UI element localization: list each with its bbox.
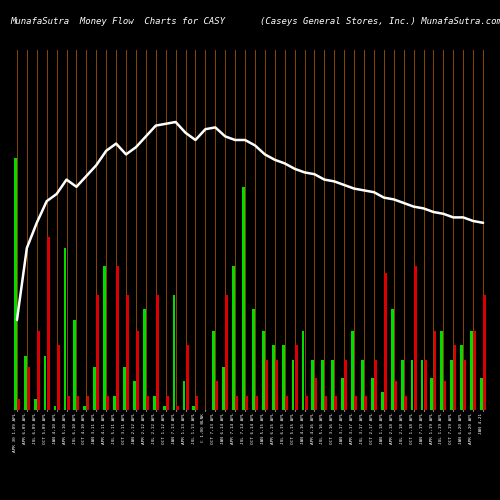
Bar (216, 381, 218, 410)
Text: MunafaSutra  Money Flow  Charts for CASY: MunafaSutra Money Flow Charts for CASY (10, 18, 225, 26)
Bar (156, 295, 159, 410)
Bar (275, 360, 278, 410)
Bar (464, 360, 466, 410)
Bar (420, 360, 424, 410)
Bar (143, 309, 146, 410)
Bar (96, 295, 100, 410)
Bar (400, 360, 404, 410)
Bar (344, 360, 347, 410)
Bar (66, 396, 70, 410)
Bar (34, 399, 36, 410)
Bar (304, 396, 308, 410)
Bar (434, 331, 436, 410)
Bar (292, 360, 294, 410)
Bar (222, 367, 225, 410)
Bar (113, 396, 116, 410)
Bar (84, 406, 86, 410)
Bar (14, 158, 16, 410)
Bar (126, 295, 129, 410)
Bar (182, 381, 186, 410)
Bar (430, 378, 434, 410)
Bar (76, 396, 80, 410)
Bar (94, 367, 96, 410)
Bar (460, 345, 463, 410)
Bar (341, 378, 344, 410)
Bar (381, 392, 384, 410)
Bar (106, 396, 109, 410)
Bar (364, 396, 367, 410)
Bar (484, 295, 486, 410)
Bar (176, 406, 178, 410)
Bar (172, 295, 176, 410)
Bar (136, 331, 139, 410)
Bar (242, 187, 245, 410)
Bar (146, 396, 149, 410)
Bar (354, 396, 357, 410)
Bar (391, 309, 394, 410)
Bar (295, 345, 298, 410)
Bar (374, 360, 377, 410)
Text: (Caseys General Stores, Inc.) MunafaSutra.com: (Caseys General Stores, Inc.) MunafaSutr… (260, 18, 500, 26)
Bar (133, 381, 136, 410)
Bar (166, 396, 168, 410)
Bar (332, 360, 334, 410)
Bar (245, 396, 248, 410)
Bar (232, 266, 235, 410)
Bar (404, 396, 406, 410)
Bar (371, 378, 374, 410)
Bar (450, 360, 453, 410)
Bar (324, 396, 328, 410)
Bar (186, 345, 188, 410)
Bar (212, 331, 215, 410)
Bar (314, 378, 318, 410)
Bar (312, 360, 314, 410)
Bar (64, 248, 66, 410)
Bar (236, 396, 238, 410)
Bar (74, 320, 76, 410)
Bar (302, 331, 304, 410)
Bar (54, 406, 56, 410)
Bar (153, 396, 156, 410)
Bar (394, 381, 397, 410)
Bar (116, 266, 119, 410)
Bar (162, 406, 166, 410)
Bar (196, 396, 198, 410)
Bar (282, 345, 284, 410)
Bar (322, 360, 324, 410)
Bar (410, 360, 414, 410)
Bar (226, 295, 228, 410)
Bar (334, 396, 338, 410)
Bar (272, 345, 274, 410)
Bar (454, 345, 456, 410)
Bar (440, 331, 443, 410)
Bar (444, 381, 446, 410)
Bar (123, 367, 126, 410)
Bar (262, 331, 264, 410)
Bar (57, 345, 59, 410)
Bar (384, 273, 387, 410)
Bar (474, 331, 476, 410)
Bar (470, 331, 473, 410)
Bar (361, 360, 364, 410)
Bar (27, 367, 30, 410)
Bar (24, 356, 26, 410)
Bar (17, 399, 20, 410)
Bar (44, 356, 46, 410)
Bar (265, 360, 268, 410)
Bar (414, 266, 416, 410)
Bar (351, 331, 354, 410)
Bar (37, 331, 40, 410)
Bar (480, 378, 483, 410)
Bar (424, 360, 426, 410)
Bar (47, 237, 50, 410)
Bar (86, 396, 90, 410)
Bar (192, 406, 196, 410)
Bar (255, 396, 258, 410)
Bar (285, 396, 288, 410)
Bar (252, 309, 255, 410)
Bar (103, 266, 106, 410)
